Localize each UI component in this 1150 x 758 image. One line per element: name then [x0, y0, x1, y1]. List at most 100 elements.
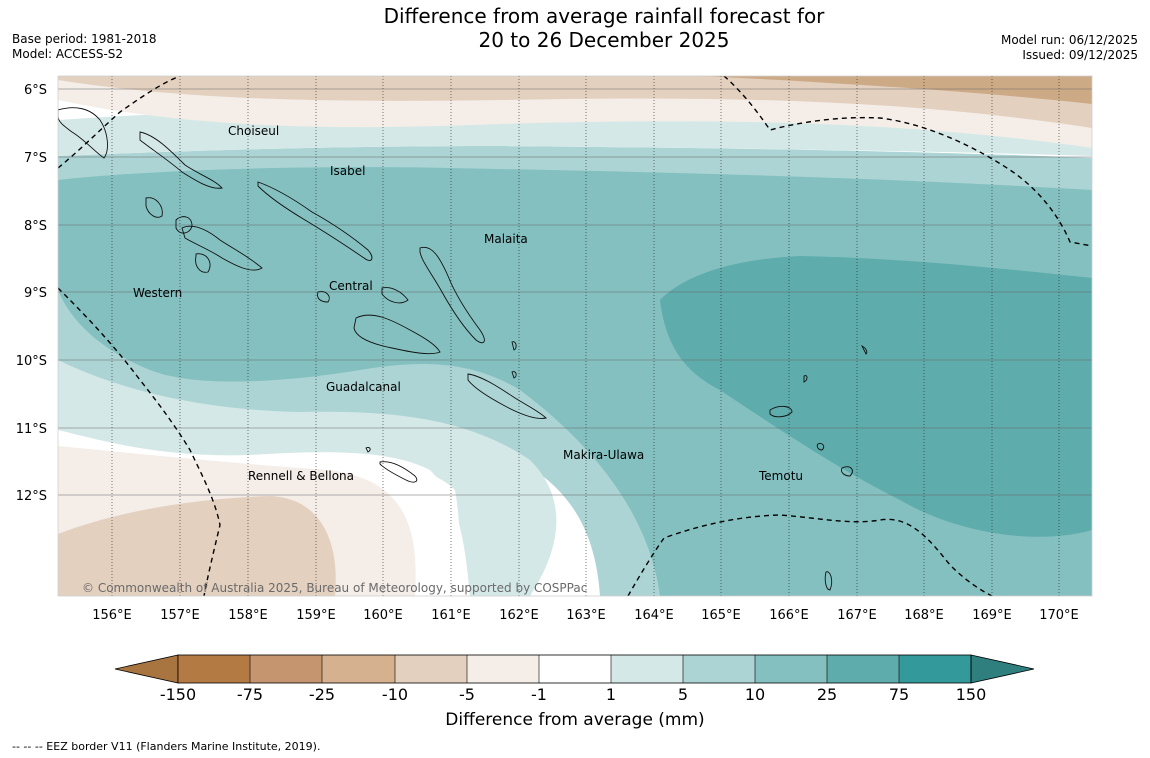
longitude-labels: 156°E 157°E 158°E 159°E 160°E 161°E 162°…: [92, 608, 1079, 623]
island-kolombangara: [175, 216, 193, 234]
island-reef: [803, 375, 808, 383]
eez-north-west: [58, 76, 181, 169]
colorbar-tick: -75: [237, 685, 263, 704]
lon-label: 170°E: [1039, 608, 1079, 623]
island-bougainville: [58, 107, 108, 159]
graticule: [58, 76, 1092, 596]
colorbar-tick: 1: [606, 685, 616, 704]
colorbar-dividers: [249, 655, 900, 683]
island-florida: [381, 287, 409, 304]
lon-label: 158°E: [228, 608, 268, 623]
map-title-line1: Difference from average rainfall forecas…: [383, 4, 825, 28]
map-frame: [57, 75, 1093, 597]
island-vella: [145, 197, 163, 218]
lat-label: 12°S: [16, 489, 47, 504]
lon-label: 168°E: [904, 608, 944, 623]
lon-label: 167°E: [837, 608, 877, 623]
colorbar-bin: [467, 655, 539, 683]
lon-label: 162°E: [499, 608, 539, 623]
island-rendova: [195, 253, 211, 273]
region-label: Choiseul: [228, 124, 279, 138]
colorbar-tick: 10: [745, 685, 765, 704]
model-name: Model: ACCESS-S2: [12, 47, 124, 61]
colorbar-tick: -150: [160, 685, 196, 704]
colorbar-tick: 5: [678, 685, 688, 704]
rainfall-contours: [58, 76, 1092, 596]
lon-label: 156°E: [92, 608, 132, 623]
region-label: Makira-Ulawa: [563, 448, 644, 462]
region-label: Isabel: [330, 164, 365, 178]
contour-wet-1-5-south: [58, 360, 557, 596]
colorbar-bin: [250, 655, 322, 683]
lat-label: 6°S: [24, 83, 47, 98]
lat-label: 7°S: [24, 151, 47, 166]
contour-neutral-south: [330, 465, 460, 596]
colorbar-tick: -5: [459, 685, 475, 704]
lon-label: 164°E: [634, 608, 674, 623]
island-isabel: [257, 181, 373, 261]
colorbar-extend-low: [114, 654, 179, 684]
colorbar-label: Difference from average (mm): [445, 710, 704, 730]
colorbar-frame: [177, 654, 972, 684]
eez-south-east: [627, 514, 993, 596]
colorbar-legend: -150 -75 -25 -10 -5 -1 1 5 10 25 75 150 …: [114, 654, 1035, 730]
colorbar-tick: 150: [956, 685, 987, 704]
lat-label: 10°S: [16, 354, 47, 369]
latitude-labels: 6°S 7°S 8°S 9°S 10°S 11°S 12°S: [16, 83, 47, 504]
colorbar-bin: [178, 655, 250, 683]
island-rennell: [379, 461, 418, 483]
lat-label: 11°S: [16, 422, 47, 437]
region-label: Rennell & Bellona: [248, 469, 354, 483]
colorbar-bin: [395, 655, 467, 683]
colorbar-bin: [611, 655, 683, 683]
island-ulawa: [511, 371, 517, 379]
island-malaita: [419, 246, 485, 344]
colorbar-bin: [899, 655, 971, 683]
region-label: Guadalcanal: [326, 380, 401, 394]
island-bellona: [365, 447, 371, 453]
contour-wet-25-75: [660, 256, 1092, 537]
island-makira: [467, 373, 547, 419]
colorbar-tick: 25: [817, 685, 837, 704]
copyright-notice: © Commonwealth of Australia 2025, Bureau…: [82, 581, 587, 595]
island-duff: [860, 344, 868, 355]
colorbar-bin: [683, 655, 755, 683]
colorbar-ticks: -150 -75 -25 -10 -5 -1 1 5 10 25 75 150: [160, 685, 986, 704]
colorbar-tick: -10: [382, 685, 408, 704]
lon-label: 159°E: [296, 608, 336, 623]
lon-label: 165°E: [701, 608, 741, 623]
island-tikopia: [824, 571, 833, 591]
base-period: Base period: 1981-2018: [12, 32, 157, 46]
islands: [58, 107, 868, 591]
colorbar-extend-high: [970, 654, 1035, 684]
eez-west: [58, 287, 221, 596]
contour-wet-10-25-west: [80, 168, 300, 268]
lon-label: 160°E: [363, 608, 403, 623]
region-labels: Choiseul Isabel Malaita Western Central …: [133, 124, 803, 483]
lon-label: 166°E: [769, 608, 809, 623]
lon-label: 161°E: [431, 608, 471, 623]
region-label: Malaita: [484, 232, 528, 246]
rainfall-map: Choiseul Isabel Malaita Western Central …: [16, 75, 1093, 623]
issued-date: Issued: 09/12/2025: [1022, 48, 1138, 62]
lon-label: 157°E: [160, 608, 200, 623]
lon-label: 169°E: [972, 608, 1012, 623]
island-small-malaita: [511, 341, 517, 351]
colorbar-bin: [322, 655, 395, 683]
colorbar-tick: 75: [889, 685, 909, 704]
colorbar-tick: -1: [531, 685, 547, 704]
island-tinakula: [816, 443, 825, 451]
map-title-line2: 20 to 26 December 2025: [478, 28, 730, 52]
island-new-georgia: [181, 225, 263, 271]
lat-label: 8°S: [24, 219, 47, 234]
island-russell: [317, 291, 330, 303]
eez-north-east: [723, 76, 1092, 247]
region-label: Central: [329, 279, 373, 293]
parallels: [58, 88, 1092, 496]
eez-borders: [58, 76, 1092, 596]
eez-footnote: -- -- -- EEZ border V11 (Flanders Marine…: [12, 740, 321, 753]
colorbar-tick: -25: [309, 685, 335, 704]
region-label: Western: [133, 286, 182, 300]
lat-label: 9°S: [24, 286, 47, 301]
island-santa-cruz: [769, 405, 793, 418]
